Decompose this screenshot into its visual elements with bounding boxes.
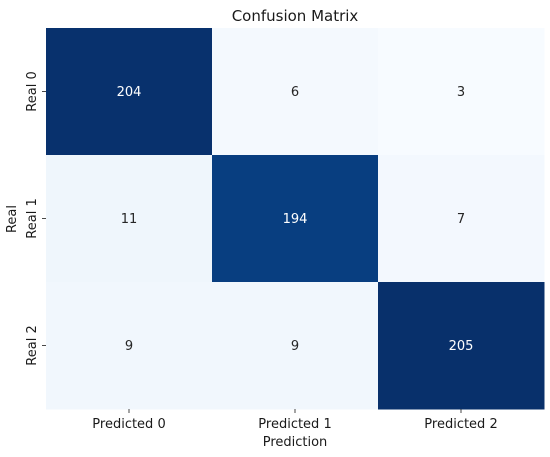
- heatmap-cell-r1-c1: [212, 155, 379, 283]
- x-axis-label: Prediction: [263, 435, 328, 450]
- y-axis-label: Real: [5, 205, 20, 233]
- heatmap-cell-r1-c0: [46, 155, 213, 283]
- y-tick-label: Real 0: [25, 71, 40, 111]
- cell-value-r0-c2: 3: [457, 85, 465, 100]
- cell-value-r1-c2: 7: [457, 212, 465, 227]
- heatmap-cell-r0-c1: [212, 28, 379, 156]
- chart-title: Confusion Matrix: [232, 7, 359, 25]
- cell-value-r1-c1: 194: [283, 212, 308, 227]
- heatmap-cells: 204 6 3 11 194 7 9 9 205: [46, 28, 545, 410]
- x-axis-ticks: Predicted 0 Predicted 1 Predicted 2: [92, 409, 498, 432]
- cell-value-r2-c1: 9: [291, 339, 299, 354]
- heatmap-cell-r2-c2: [378, 282, 545, 410]
- x-tick-label: Predicted 0: [92, 417, 165, 432]
- cell-value-r2-c2: 205: [449, 339, 474, 354]
- y-tick-label: Real 2: [25, 325, 40, 365]
- heatmap-cell-r1-c2: [378, 155, 545, 283]
- y-tick-label: Real 1: [25, 198, 40, 238]
- x-tick-label: Predicted 1: [258, 417, 331, 432]
- x-tick-label: Predicted 2: [424, 417, 497, 432]
- cell-value-r1-c0: 11: [121, 212, 138, 227]
- cell-value-r2-c0: 9: [125, 339, 133, 354]
- y-axis-ticks: Real 0 Real 1 Real 2: [25, 71, 46, 366]
- cell-value-r0-c0: 204: [117, 85, 142, 100]
- cell-value-r0-c1: 6: [291, 85, 299, 100]
- heatmap-cell-r0-c2: [378, 28, 545, 156]
- heatmap-cell-r2-c1: [212, 282, 379, 410]
- heatmap-cell-r0-c0: [46, 28, 213, 156]
- heatmap-cell-r2-c0: [46, 282, 213, 410]
